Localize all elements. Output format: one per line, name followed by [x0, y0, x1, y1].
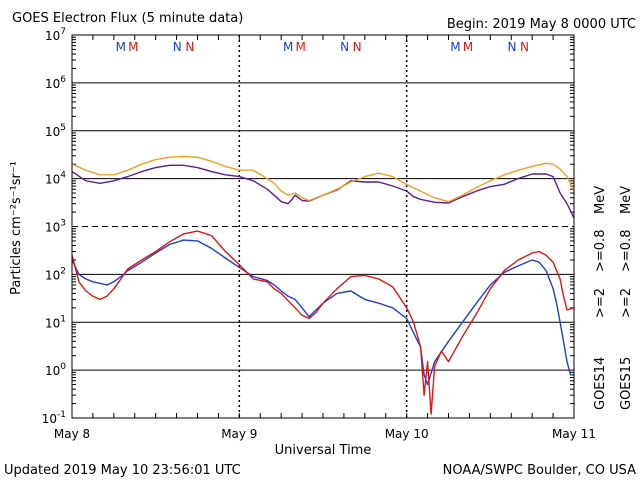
legend-energy-2mev: >=2	[593, 288, 608, 318]
series-line	[71, 164, 575, 219]
series-line	[71, 239, 574, 386]
y-axis: 107 106 105 104 103 102 101 100 10-1	[42, 27, 67, 426]
x-tick-label: May 8	[54, 427, 90, 441]
x-tick-label: May 11	[552, 427, 596, 441]
marker-n: N	[353, 40, 362, 54]
y-tick-label: 107	[45, 27, 66, 43]
legend-energy-08mev: >=0.8	[619, 230, 634, 272]
updated-timestamp: Updated 2019 May 10 23:56:01 UTC	[4, 463, 241, 478]
marker-n: N	[507, 40, 516, 54]
begin-date: Begin: 2019 May 8 0000 UTC	[447, 17, 636, 32]
y-tick-label: 105	[45, 123, 66, 139]
chart-title: GOES Electron Flux (5 minute data)	[12, 11, 243, 26]
marker-n: N	[520, 40, 529, 54]
y-tick-label: 102	[45, 266, 66, 282]
marker-n: N	[340, 40, 349, 54]
y-tick-label: 101	[45, 314, 66, 330]
x-tick-label: May 10	[385, 427, 429, 441]
legend-satellite: GOES14	[593, 357, 608, 410]
x-tick-label: May 9	[221, 427, 257, 441]
series-line	[71, 155, 575, 203]
y-axis-label: Particles cm⁻²s⁻¹sr⁻¹	[9, 161, 24, 295]
marker-m: M	[296, 40, 306, 54]
marker-n: N	[173, 40, 182, 54]
y-tick-label: 104	[45, 171, 66, 187]
y-tick-label: 10-1	[42, 410, 66, 426]
marker-m: M	[128, 40, 138, 54]
series-line	[71, 230, 575, 415]
legend-goes15: GOES15 >=2 >=0.8 MeV	[619, 186, 634, 410]
marker-m: M	[283, 40, 293, 54]
plot-frame	[71, 34, 575, 419]
marker-m: M	[116, 40, 126, 54]
legend-energy-08mev: >=0.8	[593, 230, 608, 272]
y-tick-label: 103	[45, 219, 66, 235]
legend-satellite: GOES15	[619, 357, 634, 410]
credit-text: NOAA/SWPC Boulder, CO USA	[443, 463, 636, 478]
grid-layer	[71, 35, 575, 418]
x-axis: May 8 May 9 May 10 May 11	[54, 427, 596, 441]
legend-goes14: GOES14 >=2 >=0.8 MeV	[593, 186, 608, 410]
data-layer	[71, 155, 575, 415]
marker-m: M	[450, 40, 460, 54]
legend-unit: MeV	[593, 186, 608, 214]
x-axis-label: Universal Time	[275, 443, 372, 458]
legend-unit: MeV	[619, 186, 634, 214]
marker-n: N	[185, 40, 194, 54]
y-tick-label: 100	[45, 362, 66, 378]
legend-energy-2mev: >=2	[619, 288, 634, 318]
marker-m: M	[463, 40, 473, 54]
y-tick-label: 106	[45, 75, 66, 91]
legend: GOES14 >=2 >=0.8 MeV GOES15 >=2 >=0.8 MeV	[593, 186, 634, 410]
